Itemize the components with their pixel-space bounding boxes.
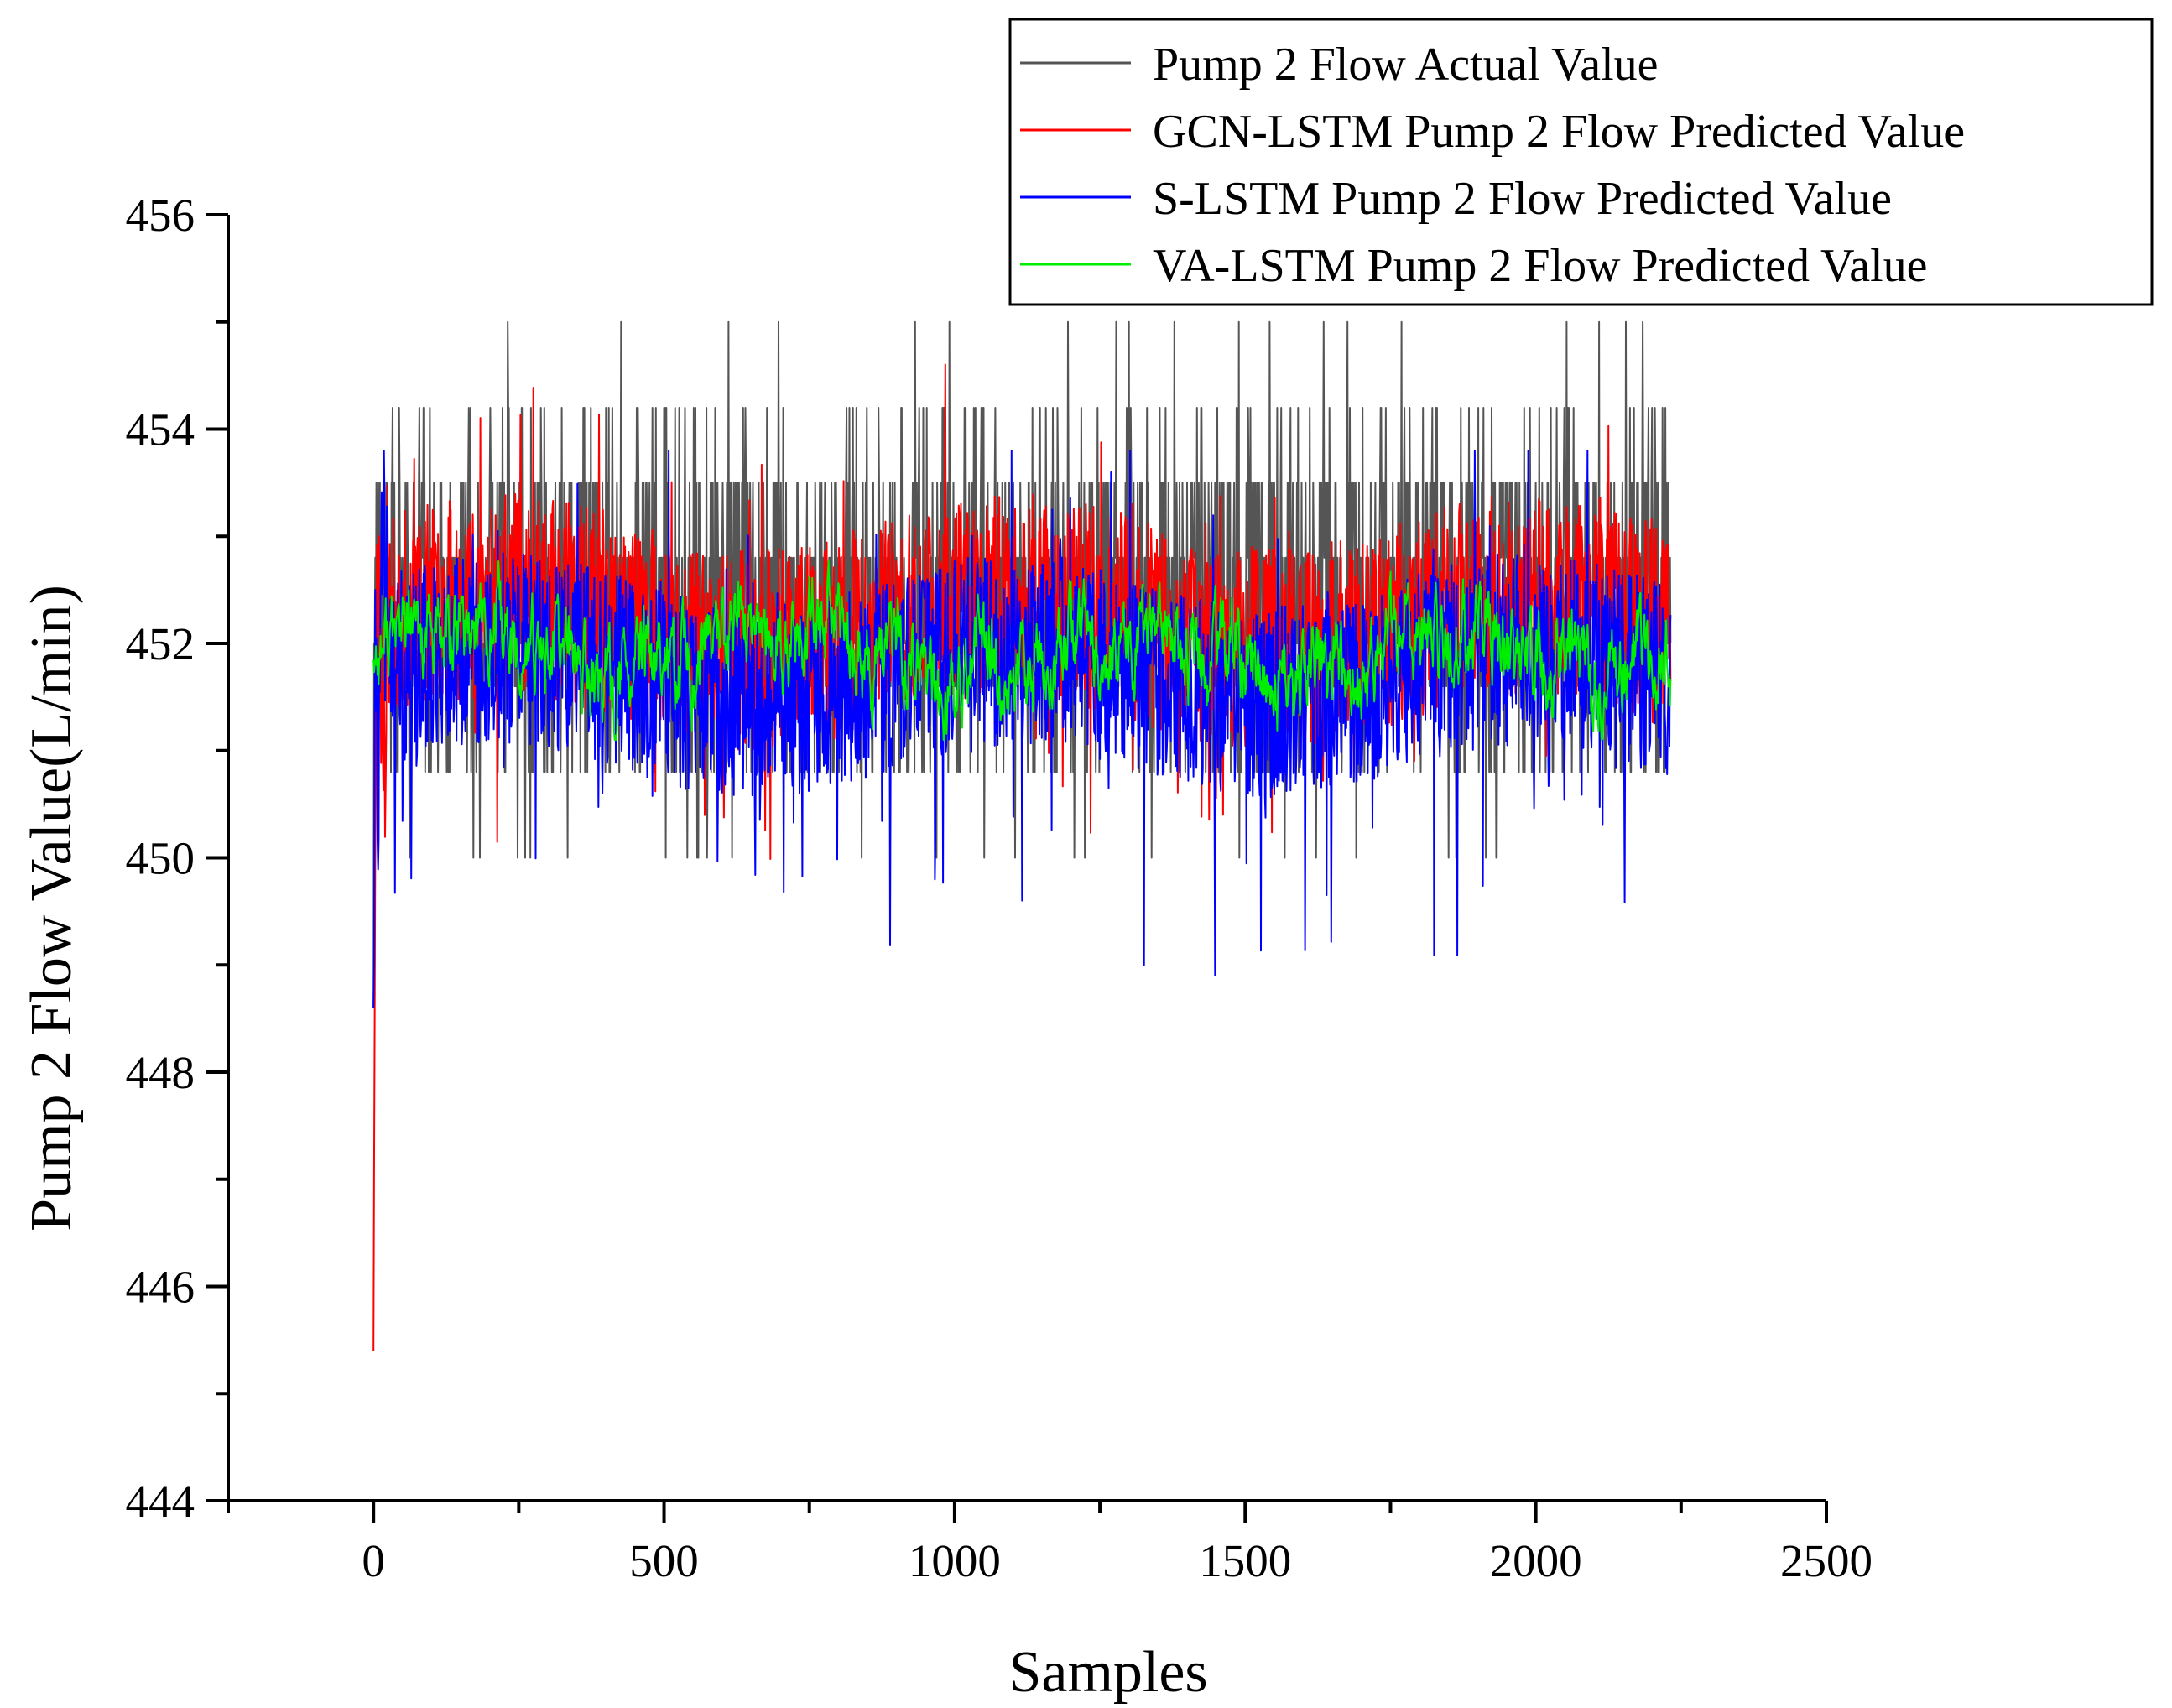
- legend-label: GCN-LSTM Pump 2 Flow Predicted Value: [1153, 106, 1965, 158]
- x-tick-label: 500: [629, 1535, 699, 1586]
- y-tick-label: 446: [126, 1262, 195, 1313]
- x-tick-label: 2500: [1780, 1535, 1873, 1586]
- legend-box: [1008, 18, 2154, 306]
- y-tick-label: 456: [126, 190, 195, 241]
- x-axis-title: Samples: [1008, 1640, 1207, 1705]
- legend-label: Pump 2 Flow Actual Value: [1153, 39, 1659, 91]
- series-line-4: [372, 560, 1672, 741]
- y-axis-title: Pump 2 Flow Value(L/min): [19, 585, 84, 1232]
- y-tick-label: 452: [126, 618, 195, 669]
- y-tick-label: 450: [126, 833, 195, 884]
- series-layer: [372, 320, 1672, 1351]
- legend: Pump 2 Flow Actual Value GCN-LSTM Pump 2 …: [1008, 18, 2154, 306]
- x-tick-label: 1500: [1199, 1535, 1291, 1586]
- y-tick-label: 448: [126, 1047, 195, 1098]
- series-line-3: [372, 450, 1672, 1008]
- x-tick-label: 2000: [1490, 1535, 1582, 1586]
- y-tick-label: 444: [126, 1476, 195, 1527]
- x-tick-label: 0: [362, 1535, 385, 1586]
- x-axis-ticks: 0 500 1000 1500 2000 2500: [227, 1501, 1873, 1586]
- x-tick-label: 1000: [909, 1535, 1001, 1586]
- legend-label: S-LSTM Pump 2 Flow Predicted Value: [1153, 173, 1892, 225]
- y-tick-label: 454: [126, 404, 195, 456]
- y-axis-ticks: 444 446 448 450 452 454 456: [126, 190, 228, 1527]
- legend-label: VA-LSTM Pump 2 Flow Predicted Value: [1153, 240, 1927, 292]
